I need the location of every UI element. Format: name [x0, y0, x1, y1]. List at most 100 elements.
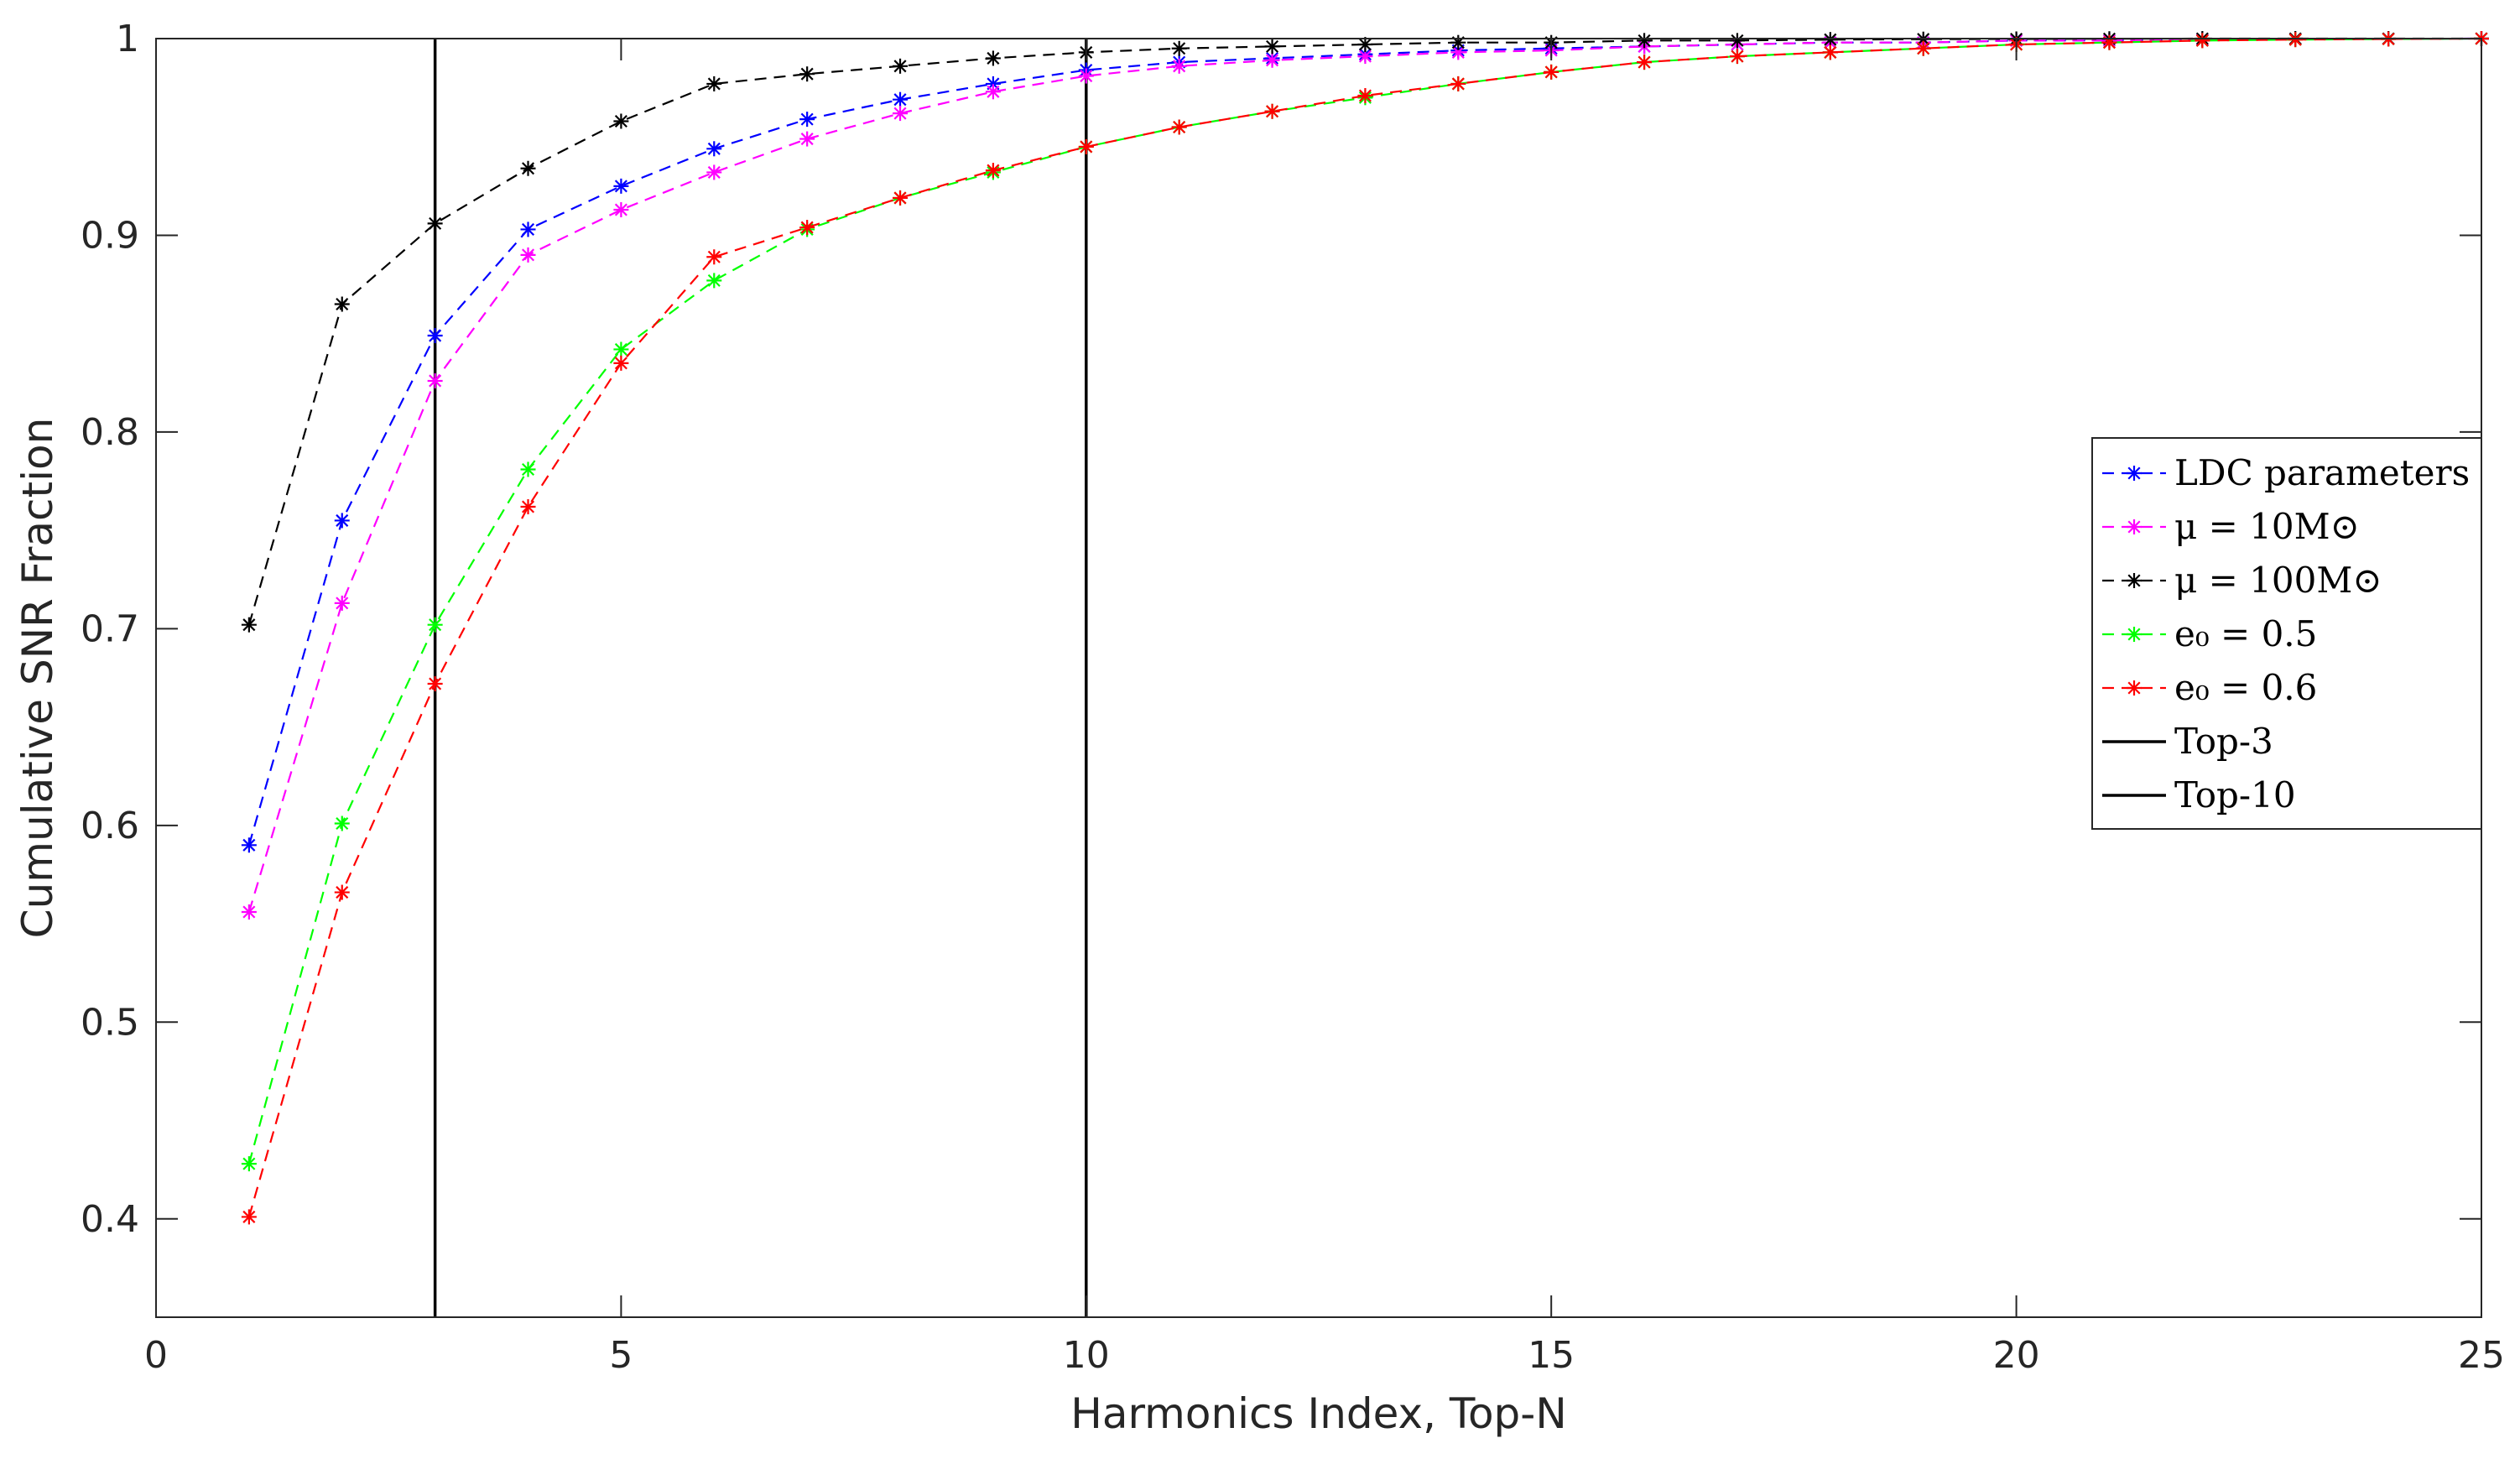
legend-entry-label: Top-10 — [2174, 774, 2296, 815]
legend-entry-label: LDC parameters — [2174, 452, 2470, 493]
series-2-point-stroke — [1173, 42, 1186, 55]
series-4-point-stroke — [429, 677, 442, 690]
series-4-point — [1450, 76, 1466, 91]
series-4-point-stroke — [1266, 105, 1279, 118]
series-4-point-stroke — [521, 500, 535, 513]
x-tick-label: 25 — [2458, 1334, 2505, 1377]
series-0-point-stroke — [800, 112, 814, 126]
series-1-point — [427, 373, 443, 388]
series-4-point — [1264, 103, 1280, 119]
series-2-point — [893, 58, 909, 74]
series-3-point-stroke — [521, 462, 535, 476]
series-4-point — [893, 190, 909, 206]
legend-marker-stroke — [2127, 681, 2141, 695]
series-1-point-stroke — [1358, 50, 1372, 63]
legend-box — [2091, 437, 2482, 830]
series-4-point — [1357, 87, 1373, 103]
series-2-point-stroke — [614, 114, 627, 128]
legend-entry-label: μ = 10M⊙ — [2174, 506, 2360, 547]
legend-marker-stroke — [2127, 628, 2141, 641]
legend-marker-stroke — [2127, 574, 2141, 587]
series-2-point-stroke — [1824, 33, 1837, 46]
series-4-point-stroke — [614, 357, 627, 370]
series-3-point — [706, 273, 722, 289]
legend-marker — [2127, 627, 2142, 642]
series-3-point-stroke — [707, 274, 721, 287]
series-1-point — [520, 247, 536, 263]
series-2-point-stroke — [336, 297, 349, 311]
series-2-point — [613, 113, 629, 129]
series-4-point-stroke — [242, 1210, 256, 1223]
series-4-point — [799, 220, 815, 236]
series-4-point-stroke — [1637, 55, 1651, 69]
series-2-point — [241, 617, 257, 633]
series-3-point-stroke — [336, 816, 349, 831]
series-4-point-stroke — [800, 221, 814, 234]
series-2-point — [1729, 33, 1745, 49]
series-4-point — [2195, 33, 2210, 49]
series-3-point-stroke — [429, 618, 442, 632]
series-4-point-stroke — [1358, 89, 1372, 102]
series-1-point — [1357, 49, 1373, 65]
x-tick-label: 10 — [1063, 1334, 1110, 1377]
y-tick-label: 0.5 — [81, 1001, 139, 1044]
y-tick-label: 1 — [116, 18, 139, 60]
series-3-point-stroke — [614, 342, 627, 356]
series-4-point — [985, 163, 1001, 179]
series-4-point-stroke — [893, 191, 907, 205]
series-4-point — [1078, 138, 1094, 154]
series-1-point-stroke — [429, 374, 442, 388]
series-0-point — [334, 513, 350, 529]
series-4-point — [613, 355, 629, 371]
series-4-point-stroke — [707, 250, 721, 263]
series-4-point — [241, 1209, 257, 1225]
series-4-point-stroke — [1917, 42, 1930, 55]
series-4-point — [2101, 34, 2117, 50]
y-tick-label: 0.6 — [81, 805, 139, 847]
series-2-point — [427, 216, 443, 232]
legend-marker-stroke — [2127, 520, 2141, 534]
x-tick-label: 20 — [1993, 1334, 2040, 1377]
series-1-point — [985, 84, 1001, 100]
series-3-point-stroke — [242, 1157, 256, 1170]
series-2-point — [985, 50, 1001, 66]
series-1-point-stroke — [521, 248, 535, 262]
series-3-point — [427, 617, 443, 633]
series-0-point-stroke — [707, 142, 721, 155]
series-1-point — [1078, 68, 1094, 84]
series-1-point — [334, 595, 350, 611]
series-1-point-stroke — [893, 107, 907, 120]
series-1-point-stroke — [707, 165, 721, 179]
series-4-point — [1544, 64, 1559, 80]
series-0-point-stroke — [614, 180, 627, 193]
series-0-point — [706, 141, 722, 157]
series-1-point — [706, 164, 722, 180]
series-2-point — [1264, 39, 1280, 55]
series-0-point-stroke — [242, 838, 256, 852]
series-1-point-stroke — [800, 133, 814, 146]
series-2-point — [1357, 37, 1373, 53]
series-4-point-stroke — [336, 886, 349, 899]
series-1-point — [1264, 52, 1280, 68]
legend-marker — [2127, 519, 2142, 534]
series-4-point — [1171, 119, 1187, 135]
series-2-point-stroke — [521, 162, 535, 175]
series-3-point — [241, 1156, 257, 1172]
series-4-point — [1637, 55, 1653, 70]
series-1-point-stroke — [336, 597, 349, 610]
y-tick-label: 0.8 — [81, 411, 139, 454]
series-0-point — [427, 328, 443, 344]
series-2-point-stroke — [1637, 34, 1651, 47]
legend: LDC parameters μ = 10M⊙ μ = 100M⊙ e₀ = 0.5 e… — [2091, 437, 2482, 830]
legend-entry-label: μ = 100M⊙ — [2174, 560, 2382, 601]
series-2-point-stroke — [800, 67, 814, 81]
legend-entry-label: Top-3 — [2174, 721, 2273, 762]
series-4-point-stroke — [1731, 50, 1744, 63]
series-4-point — [1915, 40, 1931, 56]
series-1-point — [613, 201, 629, 217]
y-tick-label: 0.7 — [81, 607, 139, 650]
series-4-point — [1729, 49, 1745, 65]
x-axis-label: Harmonics Index, Top-N — [1070, 1389, 1566, 1438]
series-4-point — [520, 499, 536, 515]
